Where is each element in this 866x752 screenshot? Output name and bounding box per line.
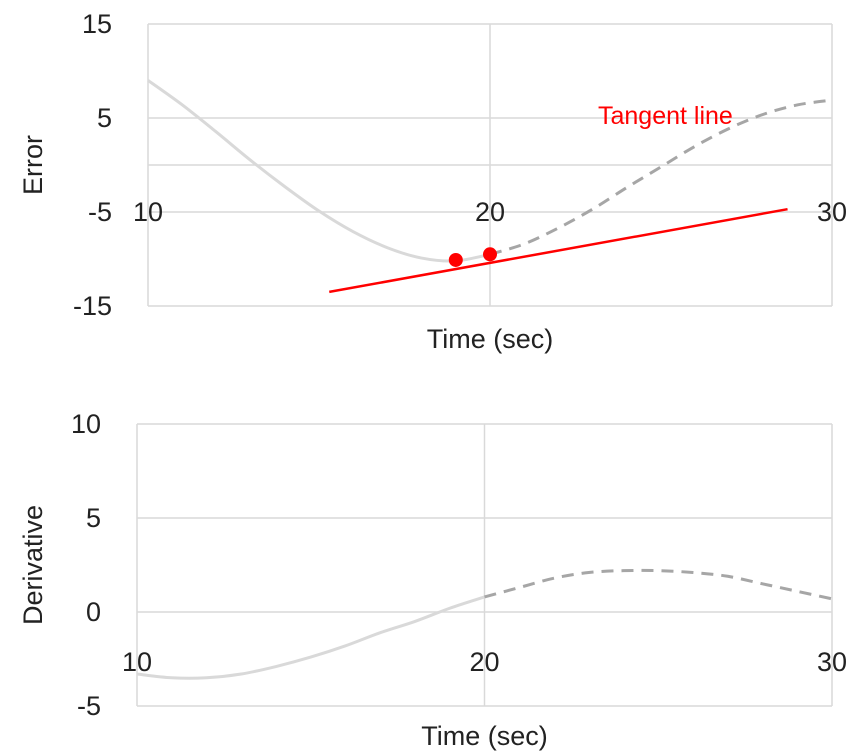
- x-tick-label: 10: [122, 647, 152, 677]
- error-chart: 15 5 -5 -15 10 20 30 Error Time (sec) Tangent …: [18, 9, 847, 354]
- tangent-point: [448, 252, 463, 267]
- error-chart-grid: [147, 23, 833, 307]
- derivative-y-axis-title: Derivative: [18, 505, 48, 625]
- observed-series-line: [136, 595, 485, 680]
- y-tick-label: 5: [86, 503, 101, 533]
- derivative-chart-tick-labels: 10 5 0 -5 10 20 30: [71, 409, 847, 721]
- tangent-point: [483, 247, 497, 262]
- error-chart-tick-labels: 15 5 -5 -15 10 20 30: [73, 9, 847, 321]
- derivative-chart: 10 5 0 -5 10 20 30 Derivative Time (sec): [18, 409, 847, 751]
- y-tick-label: 0: [86, 597, 101, 627]
- y-tick-label: 15: [82, 9, 112, 39]
- tangent-line: [329, 207, 788, 294]
- x-tick-label: 30: [817, 647, 847, 677]
- y-tick-label: 10: [71, 409, 101, 439]
- derivative-chart-grid: [136, 423, 833, 707]
- y-tick-label: -5: [77, 691, 101, 721]
- projected-series-line: [484, 568, 833, 601]
- y-tick-label: 5: [97, 103, 112, 133]
- y-tick-label: -5: [88, 197, 112, 227]
- error-chart-series: [147, 79, 833, 294]
- projected-series-line: [489, 98, 833, 256]
- derivative-x-axis-title: Time (sec): [421, 721, 548, 751]
- observed-series-line: [147, 79, 491, 263]
- x-tick-label: 10: [133, 197, 163, 227]
- error-x-axis-title: Time (sec): [427, 324, 554, 354]
- x-tick-label: 30: [817, 197, 847, 227]
- error-y-axis-title: Error: [18, 135, 48, 195]
- x-tick-label: 20: [469, 647, 499, 677]
- derivative-chart-series: [136, 568, 833, 680]
- y-tick-label: -15: [73, 291, 112, 321]
- x-tick-label: 20: [475, 197, 505, 227]
- tangent-line-label: Tangent line: [598, 102, 733, 130]
